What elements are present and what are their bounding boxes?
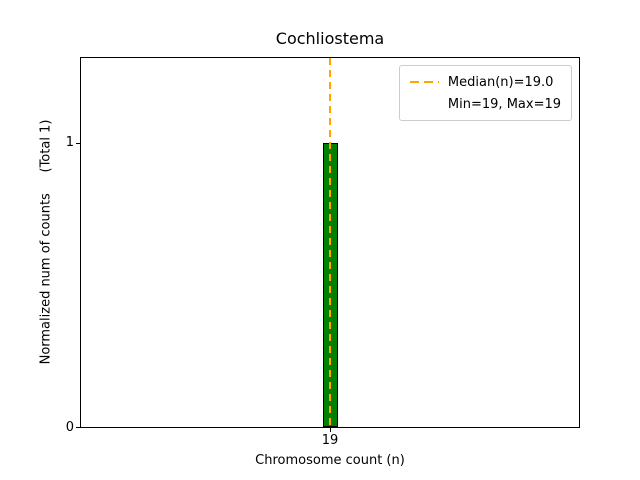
y-tick-mark-0	[76, 427, 80, 428]
legend-label-minmax: Min=19, Max=19	[447, 96, 561, 112]
y-tick-label-0: 0	[65, 420, 74, 435]
x-axis-label: Chromosome count (n)	[255, 453, 405, 468]
legend-label-median: Median(n)=19.0	[447, 74, 554, 90]
y-axis-label: Normalized num of counts (Total 1)	[38, 119, 54, 365]
legend-row-minmax: Min=19, Max=19	[410, 95, 561, 113]
legend-row-median: Median(n)=19.0	[409, 73, 561, 91]
x-tick-label-19: 19	[321, 433, 339, 448]
y-tick-label-1: 1	[65, 135, 74, 150]
plot-area: Median(n)=19.0 Min=19, Max=19	[80, 57, 580, 428]
chart-title: Cochliostema	[275, 29, 385, 48]
legend: Median(n)=19.0 Min=19, Max=19	[398, 65, 572, 121]
legend-median-dash-icon	[409, 81, 439, 83]
median-line	[329, 58, 331, 427]
y-tick-mark-1	[76, 143, 80, 144]
x-tick-mark-19	[330, 428, 331, 432]
legend-empty-handle	[410, 103, 439, 105]
